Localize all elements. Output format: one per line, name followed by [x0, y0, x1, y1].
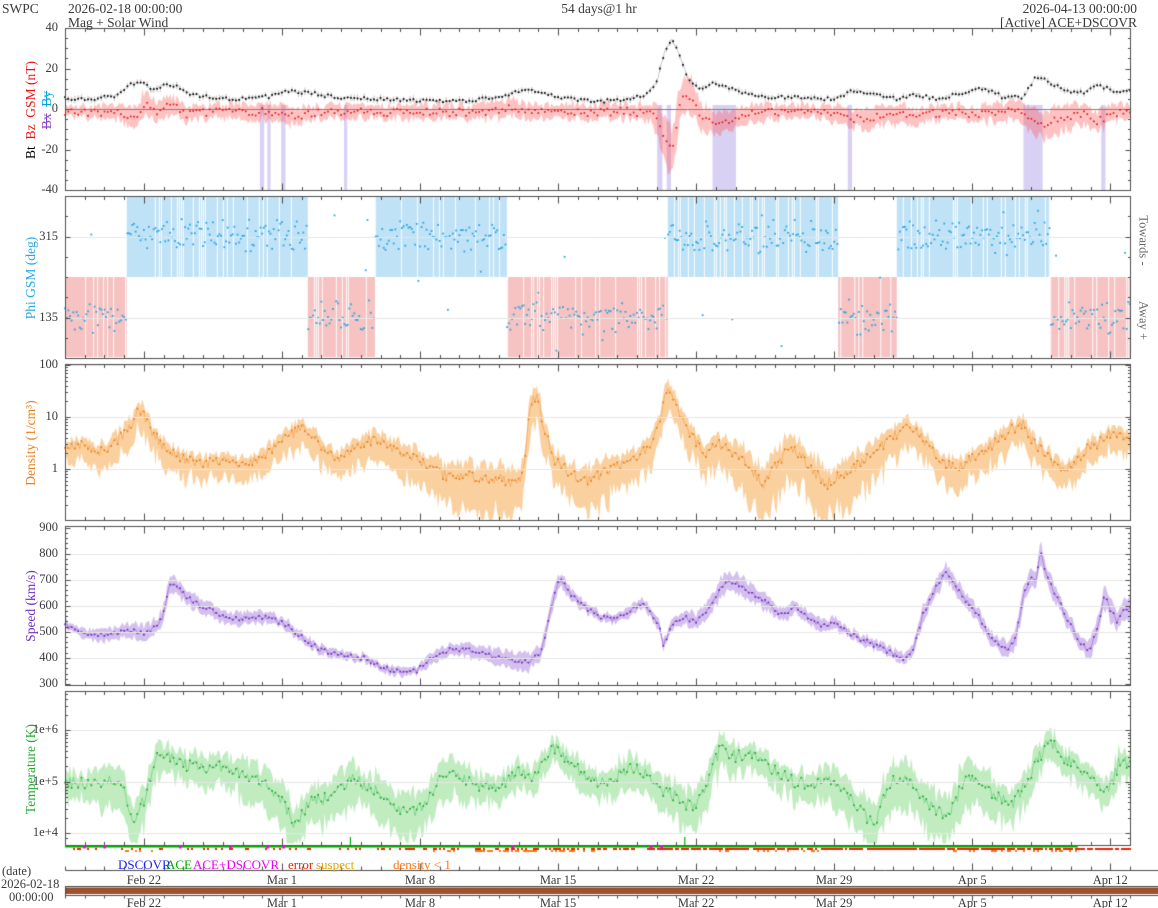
y-tick-label: 600	[39, 597, 58, 612]
legend-ace: ACE	[166, 857, 192, 872]
density-axis-label: Density (1/cm³)	[23, 400, 38, 486]
y-tick-label: 900	[39, 519, 58, 534]
date-tick-label: Apr 12	[1092, 896, 1128, 908]
date-tick-label: Mar 15	[539, 896, 577, 908]
plot-subtitle: Mag + Solar Wind	[68, 15, 169, 30]
phi-axis-label: Phi GSM (deg)	[23, 236, 38, 320]
away-label: Away +	[1136, 301, 1151, 340]
y-tick-label: 0	[51, 101, 58, 115]
y-tick-label: 135	[39, 309, 58, 324]
y-tick-label: 1e+6	[32, 722, 58, 737]
brand-label: SWPC	[2, 1, 39, 16]
y-tick-label: 1e+5	[32, 773, 58, 788]
date-axis-start-date: 2026-02-18	[1, 877, 60, 891]
date-tick-label: Apr 12	[1092, 873, 1128, 887]
date-axis-label: (date)	[2, 864, 32, 878]
date-tick-label: Mar 29	[815, 896, 853, 908]
legend-density-lt1: density < 1	[393, 857, 451, 872]
y-tick-label: -20	[41, 141, 58, 156]
y-tick-label: 400	[39, 649, 58, 664]
y-tick-label: 1	[51, 461, 58, 476]
legend-ace-dscovr: ACE+DSCOVR	[193, 857, 280, 872]
y-tick-label: -40	[41, 182, 58, 196]
y-tick-label: 300	[39, 675, 58, 690]
y-tick-label: 700	[39, 571, 58, 586]
date-tick-label: Mar 8	[404, 873, 436, 887]
y-tick-label: 1e+4	[32, 825, 58, 840]
date-tick-label: Mar 22	[677, 873, 715, 887]
date-tick-label: Mar 22	[677, 896, 715, 908]
date-axis-start-time: 00:00:00	[9, 890, 54, 904]
duration-label: 54 days@1 hr	[561, 1, 637, 16]
date-tick-label: Mar 8	[404, 896, 436, 908]
source-status-label: [Active] ACE+DSCOVR	[1000, 15, 1137, 30]
date-tick-label: Apr 5	[957, 896, 987, 908]
legend-error: error	[288, 857, 314, 872]
towards-label: Towards -	[1136, 215, 1151, 266]
date-tick-label: Mar 1	[266, 896, 298, 908]
y-tick-label: 800	[39, 545, 58, 560]
y-tick-label: 100	[39, 357, 58, 372]
date-tick-label: Apr 5	[957, 873, 987, 887]
y-tick-label: 40	[45, 20, 59, 34]
legend-suspect: suspect	[316, 857, 355, 872]
y-tick-label: 315	[39, 228, 58, 243]
y-tick-label: 20	[45, 60, 59, 75]
y-tick-label: 500	[39, 623, 58, 638]
date-tick-label: Mar 29	[815, 873, 853, 887]
date-tick-label: Feb 22	[126, 896, 162, 908]
date-tick-label: Mar 15	[539, 873, 577, 887]
window-start-label: 2026-02-18 00:00:00	[68, 1, 183, 16]
date-tick-label: Feb 22	[126, 873, 162, 887]
window-end-label: 2026-04-13 00:00:00	[1022, 1, 1137, 16]
date-tick-label: Mar 1	[266, 873, 298, 887]
legend-dscovr: DSCOVR	[118, 857, 171, 872]
y-tick-label: 10	[45, 409, 59, 424]
bz-axis-label: Bz	[23, 124, 38, 140]
